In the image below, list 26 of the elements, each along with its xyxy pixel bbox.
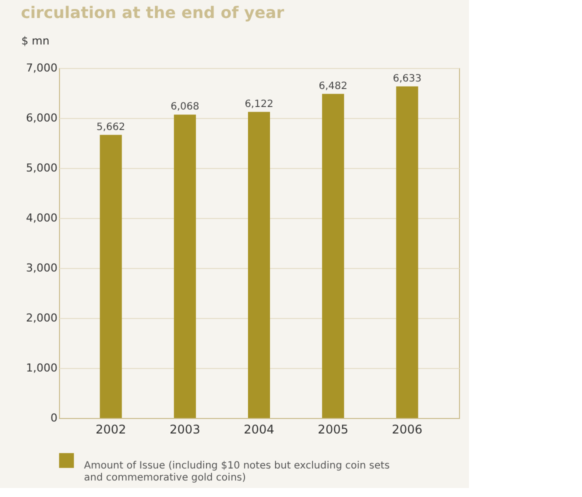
y-tick-label: 6,000 [26,112,58,124]
bar [248,112,270,418]
data-label: 6,068 [170,102,200,113]
bar [396,86,418,418]
y-axis-title: $ mn [21,34,50,48]
x-tick-label: 2005 [318,422,348,436]
x-tick-label: 2003 [170,422,200,436]
x-tick-label: 2004 [244,422,274,436]
data-label: 6,122 [244,98,274,110]
x-tick-label: 2006 [392,422,422,436]
y-tick-label: 1,000 [26,362,58,374]
bar [322,94,344,418]
y-tick-label: 0 [50,412,58,424]
bar [174,114,196,418]
x-tick-label: 2002 [96,422,126,436]
y-tick-label: 5,000 [26,162,58,174]
y-tick-label: 3,000 [26,262,58,274]
data-label: 6,633 [392,73,422,84]
legend-label: Amount of Issue (including $10 notes but excluding coin sets and commemorative gold coins) [84,460,390,484]
bar [100,134,122,418]
chart-title: circulation at the end of year [20,3,284,22]
y-tick-label: 4,000 [26,212,58,224]
y-tick-label: 2,000 [26,312,58,324]
y-tick-label: 7,000 [26,62,58,74]
data-label: 6,482 [318,80,348,92]
data-label: 5,662 [96,122,126,133]
